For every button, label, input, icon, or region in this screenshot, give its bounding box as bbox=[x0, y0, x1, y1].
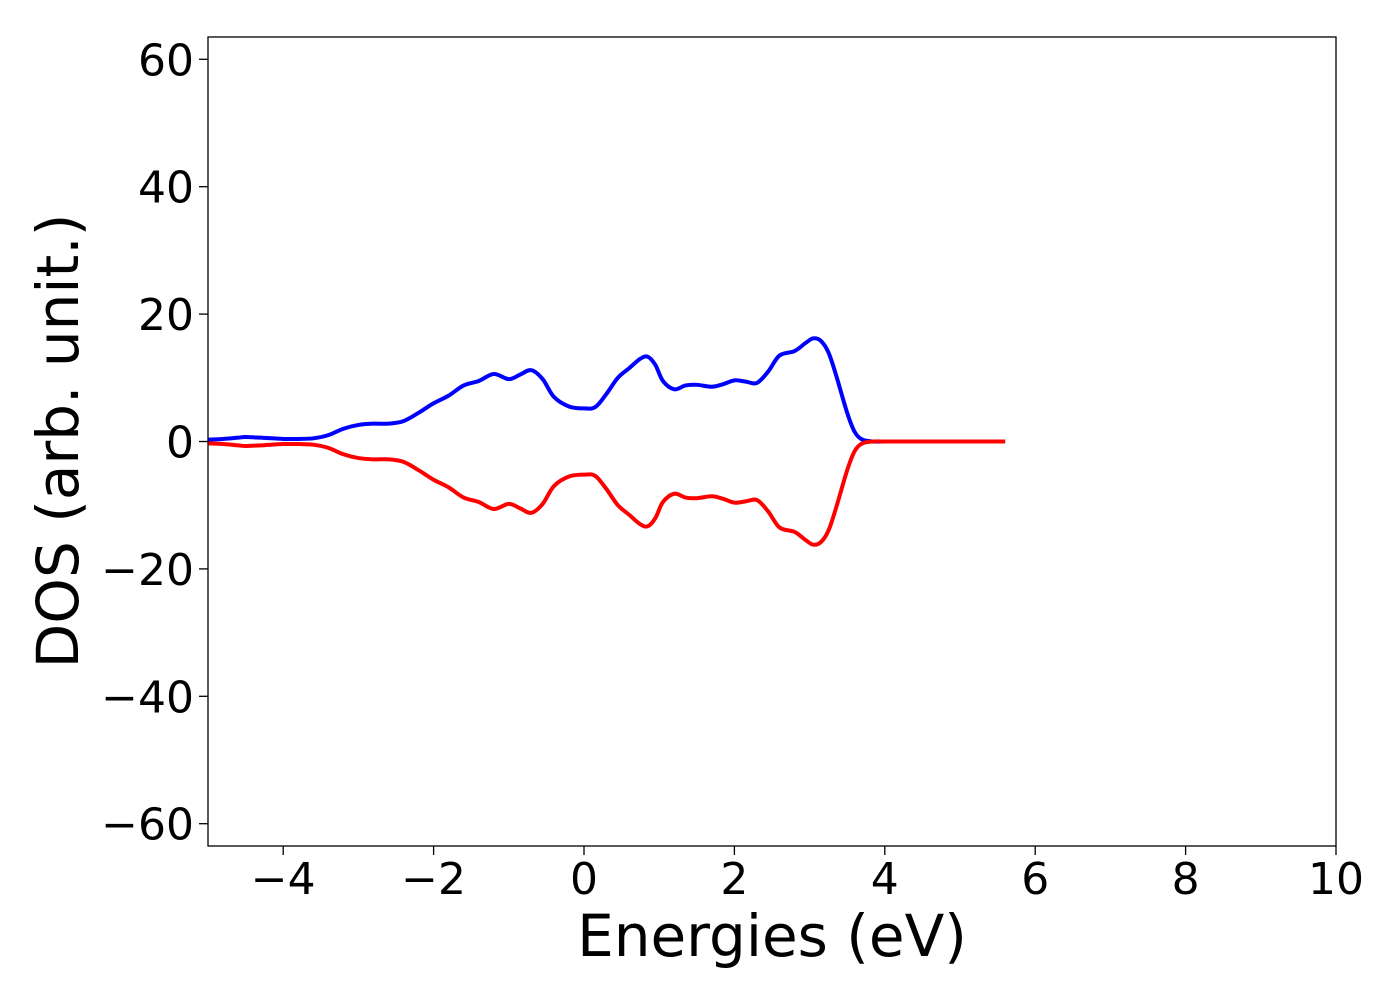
y-tick-label: 0 bbox=[166, 418, 194, 469]
x-tick-label: −2 bbox=[401, 854, 466, 905]
x-tick-label: 6 bbox=[1021, 854, 1049, 905]
y-axis: 60 40 20 0 −20 −40 −60 bbox=[101, 35, 208, 851]
x-tick-label: −4 bbox=[251, 854, 316, 905]
x-tick-label: 0 bbox=[570, 854, 598, 905]
x-tick-label: 8 bbox=[1172, 854, 1200, 905]
x-tick-label: 2 bbox=[720, 854, 748, 905]
x-tick-label: 4 bbox=[871, 854, 899, 905]
y-tick-label: −40 bbox=[101, 672, 194, 723]
x-tick-label: 10 bbox=[1308, 854, 1364, 905]
series-line-1 bbox=[207, 439, 1006, 547]
plot-frame bbox=[207, 36, 1337, 847]
x-axis-label: Energies (eV) bbox=[577, 902, 967, 970]
series-line-0 bbox=[207, 336, 1006, 444]
y-tick-label: 60 bbox=[138, 35, 194, 86]
series-layer bbox=[207, 336, 1006, 547]
x-axis: −4 −2 0 2 4 6 8 10 bbox=[251, 846, 1364, 905]
y-tick-label: 40 bbox=[138, 163, 194, 214]
y-tick-label: 20 bbox=[138, 290, 194, 341]
y-tick-label: −60 bbox=[101, 800, 194, 851]
y-tick-label: −20 bbox=[101, 545, 194, 596]
y-axis-label: DOS (arb. unit.) bbox=[24, 214, 92, 669]
